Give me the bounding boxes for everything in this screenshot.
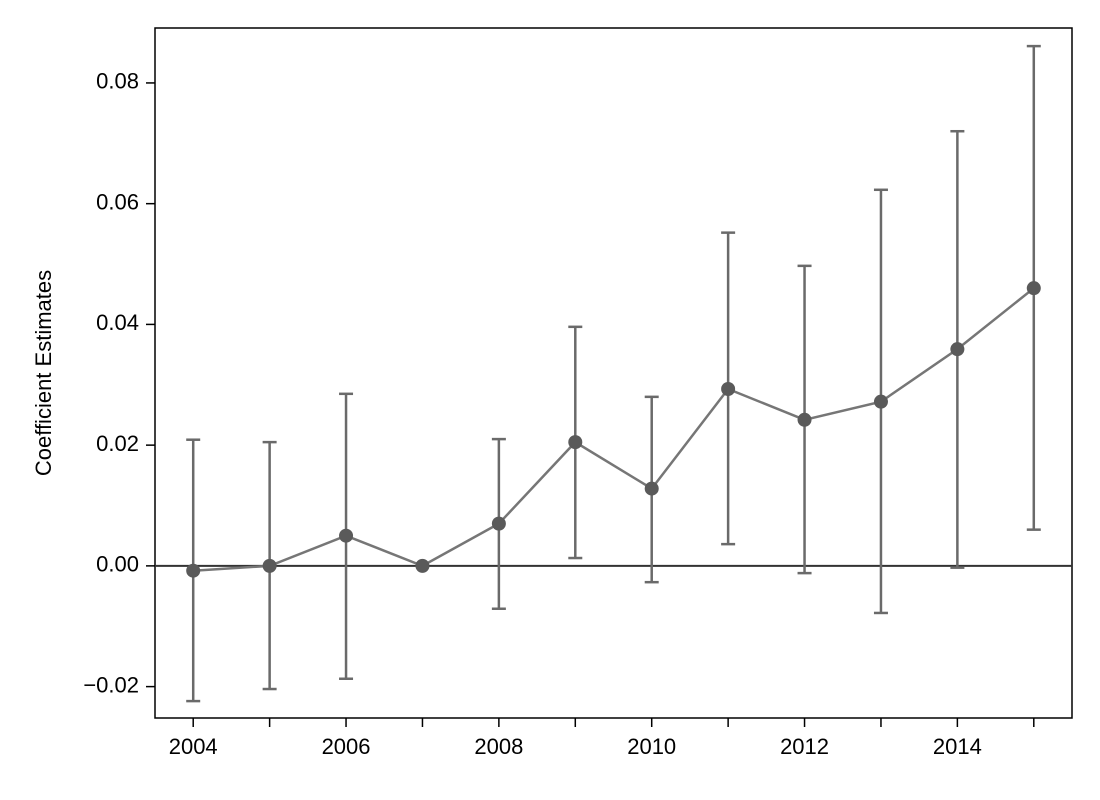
point bbox=[339, 528, 354, 543]
point bbox=[873, 394, 888, 409]
y-tick-label: 0.06 bbox=[96, 189, 139, 214]
x-tick-label: 2010 bbox=[627, 734, 676, 759]
plot-frame bbox=[154, 27, 1073, 719]
point bbox=[415, 558, 430, 573]
y-tick-label: 0.02 bbox=[96, 431, 139, 456]
point bbox=[568, 435, 583, 450]
x-tick-label: 2006 bbox=[322, 734, 371, 759]
y-tick-label: 0.04 bbox=[96, 310, 139, 335]
point bbox=[491, 516, 506, 531]
x-tick-label: 2008 bbox=[474, 734, 523, 759]
point bbox=[721, 381, 736, 396]
x-tick-label: 2004 bbox=[169, 734, 218, 759]
point bbox=[1026, 281, 1041, 296]
point bbox=[644, 481, 659, 496]
point bbox=[797, 412, 812, 427]
y-axis-label: Coefficient Estimates bbox=[31, 270, 56, 476]
series-line bbox=[193, 287, 1035, 572]
y-tick-label: 0.00 bbox=[96, 552, 139, 577]
x-tick-label: 2014 bbox=[933, 734, 982, 759]
point bbox=[262, 558, 277, 573]
y-tick-label: 0.08 bbox=[96, 69, 139, 94]
y-tick-label: −0.02 bbox=[83, 672, 139, 697]
point bbox=[186, 563, 201, 578]
point bbox=[950, 342, 965, 357]
x-tick-label: 2012 bbox=[780, 734, 829, 759]
